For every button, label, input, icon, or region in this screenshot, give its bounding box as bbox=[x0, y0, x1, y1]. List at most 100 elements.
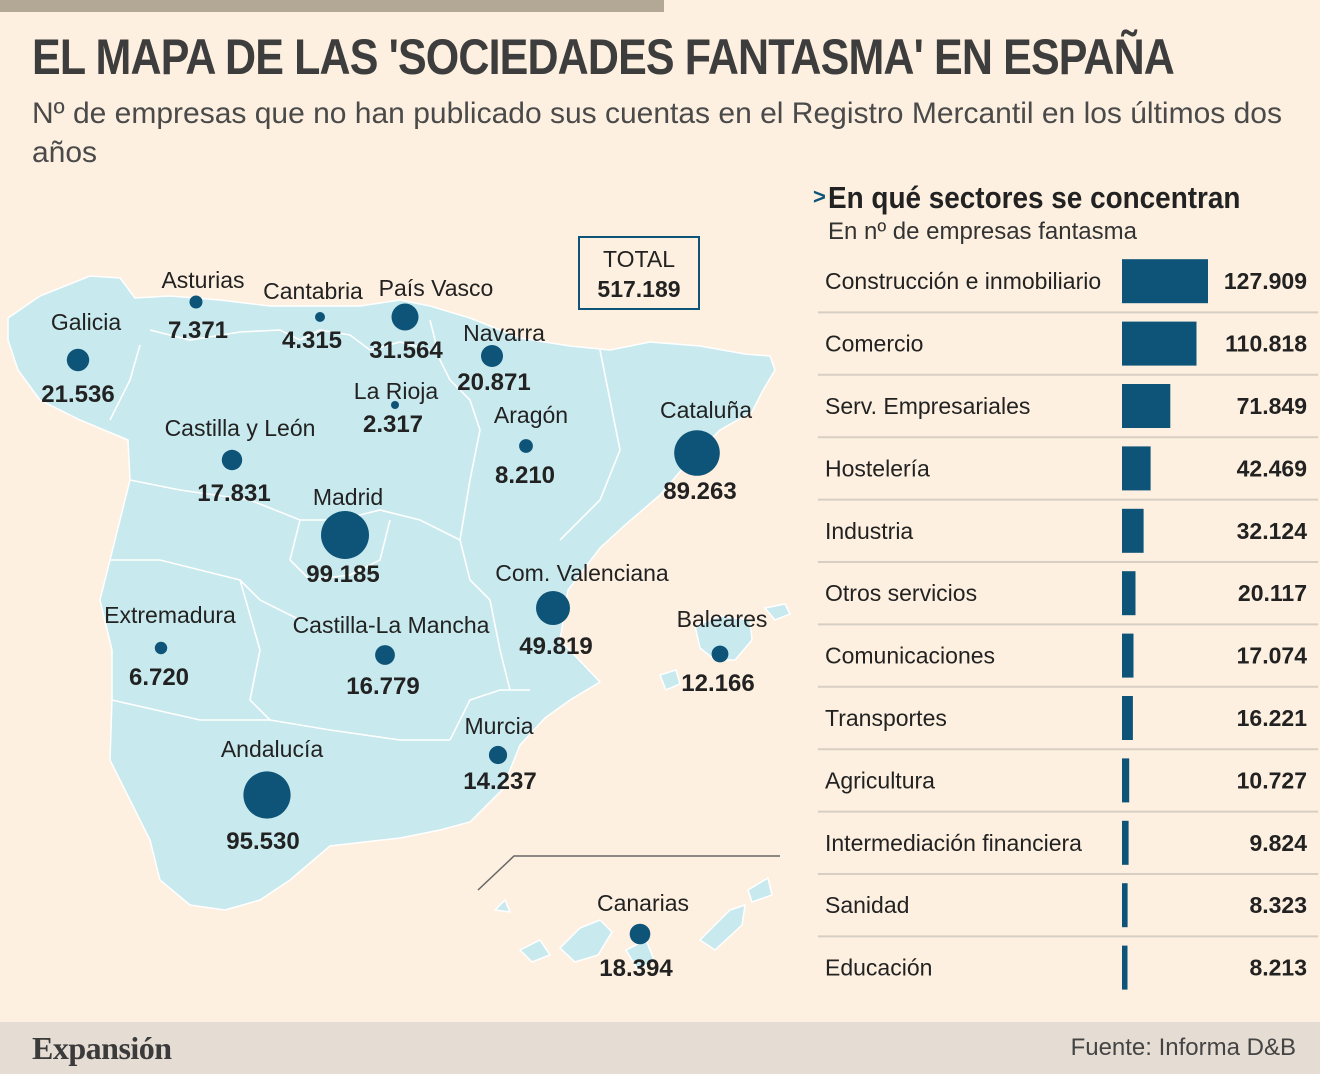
bubble-extremadura bbox=[154, 641, 168, 655]
bar-value-educacion: 8.213 bbox=[1249, 955, 1307, 981]
region-label-com-valenciana: Com. Valenciana bbox=[495, 560, 669, 586]
region-value-asturias: 7.371 bbox=[168, 317, 228, 344]
bar-value-agricultura: 10.727 bbox=[1237, 767, 1307, 793]
region-value-cataluna: 89.263 bbox=[663, 478, 736, 505]
bar-label-agricultura: Agricultura bbox=[825, 767, 935, 793]
footer: Expansión Fuente: Informa D&B bbox=[0, 1022, 1320, 1074]
bubble-aragon bbox=[519, 439, 533, 453]
canarias-shape-4 bbox=[698, 903, 746, 951]
chevron-right-icon: > bbox=[813, 184, 826, 209]
canarias-shape-1 bbox=[558, 919, 613, 963]
bar-comercio bbox=[1122, 321, 1197, 366]
bar-value-sanidad: 8.323 bbox=[1249, 892, 1307, 918]
bar-label-industria: Industria bbox=[825, 518, 913, 544]
bar-value-otros-servicios: 20.117 bbox=[1238, 580, 1307, 606]
bubble-asturias bbox=[189, 295, 203, 309]
bar-comunicaciones bbox=[1122, 633, 1134, 678]
bubble-canarias bbox=[629, 923, 651, 945]
sectors-title: En qué sectores se concentran bbox=[828, 180, 1241, 215]
region-label-aragon: Aragón bbox=[494, 402, 568, 428]
canarias-frame bbox=[477, 855, 780, 891]
canarias-shape-6 bbox=[493, 898, 512, 913]
total-box: TOTAL 517.189 bbox=[578, 236, 700, 310]
region-label-madrid: Madrid bbox=[313, 484, 383, 510]
region-value-navarra: 20.871 bbox=[457, 369, 530, 396]
region-value-aragon: 8.210 bbox=[495, 462, 555, 489]
spain-map: Galicia 21.536 Asturias 7.371 Cantabria 4.315… bbox=[7, 267, 792, 982]
bubble-pais-vasco bbox=[391, 303, 419, 331]
bar-value-comunicaciones: 17.074 bbox=[1237, 643, 1308, 669]
region-value-castilla-y-leon: 17.831 bbox=[197, 480, 270, 507]
bubble-andalucia bbox=[243, 771, 291, 819]
canarias-shape-5 bbox=[747, 876, 773, 903]
bar-value-hosteleria: 42.469 bbox=[1237, 455, 1307, 481]
bubble-cataluna bbox=[674, 430, 720, 476]
region-label-pais-vasco: País Vasco bbox=[379, 275, 494, 301]
region-label-extremadura: Extremadura bbox=[104, 602, 236, 628]
bar-value-construccion-e-inmobiliario: 127.909 bbox=[1224, 268, 1307, 294]
sectors-subtitle: En nº de empresas fantasma bbox=[828, 218, 1137, 245]
bar-label-sanidad: Sanidad bbox=[825, 892, 909, 918]
region-value-murcia: 14.237 bbox=[463, 768, 536, 795]
region-value-madrid: 99.185 bbox=[306, 561, 379, 588]
bar-construccion-e-inmobiliario bbox=[1122, 259, 1208, 304]
bubble-la-rioja bbox=[391, 401, 399, 409]
bar-label-otros-servicios: Otros servicios bbox=[825, 580, 977, 606]
bar-label-comunicaciones: Comunicaciones bbox=[825, 643, 995, 669]
bubble-cantabria bbox=[315, 312, 325, 322]
region-value-com-valenciana: 49.819 bbox=[519, 633, 592, 660]
bar-intermediacion-financiera bbox=[1122, 820, 1129, 865]
sectors-bar-chart: Construcción e inmobiliario 127.909 Comerc… bbox=[818, 259, 1318, 990]
menorca-shape bbox=[763, 603, 792, 621]
bar-industria bbox=[1122, 508, 1144, 553]
bar-label-hosteleria: Hostelería bbox=[825, 455, 930, 481]
region-label-galicia: Galicia bbox=[51, 309, 122, 335]
region-value-castilla-la-mancha: 16.779 bbox=[346, 673, 419, 700]
bubble-baleares bbox=[711, 645, 729, 663]
region-value-la-rioja: 2.317 bbox=[363, 411, 423, 438]
region-label-canarias: Canarias bbox=[597, 890, 689, 916]
bar-educacion bbox=[1122, 945, 1128, 990]
bubble-castilla-y-leon bbox=[221, 449, 243, 471]
bar-value-intermediacion-financiera: 9.824 bbox=[1249, 830, 1307, 856]
bar-value-transportes: 16.221 bbox=[1237, 705, 1308, 731]
region-label-cataluna: Cataluña bbox=[660, 397, 752, 423]
region-label-asturias: Asturias bbox=[161, 267, 244, 293]
bubble-murcia bbox=[488, 745, 508, 765]
region-label-castilla-y-leon: Castilla y León bbox=[165, 415, 316, 441]
region-label-baleares: Baleares bbox=[677, 606, 768, 632]
bar-label-transportes: Transportes bbox=[825, 705, 947, 731]
region-value-extremadura: 6.720 bbox=[129, 664, 189, 691]
region-label-castilla-la-mancha: Castilla-La Mancha bbox=[293, 612, 490, 638]
bubble-galicia bbox=[66, 348, 90, 372]
bar-label-serv-empresariales: Serv. Empresariales bbox=[825, 393, 1030, 419]
bar-value-comercio: 110.818 bbox=[1225, 331, 1307, 357]
peninsula-shape bbox=[7, 275, 776, 911]
bar-label-comercio: Comercio bbox=[825, 331, 923, 357]
map-shapes bbox=[7, 275, 792, 972]
region-value-cantabria: 4.315 bbox=[282, 327, 342, 354]
bubble-com-valenciana bbox=[536, 591, 570, 625]
total-label: TOTAL bbox=[603, 246, 675, 272]
page-subtitle: Nº de empresas que no han publicado sus … bbox=[32, 97, 1282, 169]
bar-value-industria: 32.124 bbox=[1237, 518, 1308, 544]
region-label-navarra: Navarra bbox=[463, 320, 545, 346]
map-bubbles: Galicia 21.536 Asturias 7.371 Cantabria 4.315… bbox=[41, 267, 767, 982]
top-rule bbox=[0, 0, 664, 12]
bubble-castilla-la-mancha bbox=[375, 645, 395, 665]
bar-agricultura bbox=[1122, 758, 1130, 803]
bubble-madrid bbox=[321, 511, 369, 559]
total-value: 517.189 bbox=[597, 276, 681, 302]
baleares-shape bbox=[694, 615, 753, 661]
bar-hosteleria bbox=[1122, 446, 1151, 491]
page-title: EL MAPA DE LAS 'SOCIEDADES FANTASMA' EN … bbox=[32, 29, 1175, 85]
ibiza-shape bbox=[659, 669, 681, 691]
region-value-galicia: 21.536 bbox=[41, 381, 114, 408]
region-label-andalucia: Andalucía bbox=[221, 736, 324, 762]
bar-label-educacion: Educación bbox=[825, 955, 932, 981]
region-label-murcia: Murcia bbox=[464, 713, 533, 739]
bar-otros-servicios bbox=[1122, 571, 1136, 616]
region-value-pais-vasco: 31.564 bbox=[369, 337, 443, 364]
brand-logo: Expansión bbox=[32, 1030, 172, 1066]
bubble-navarra bbox=[481, 345, 503, 367]
